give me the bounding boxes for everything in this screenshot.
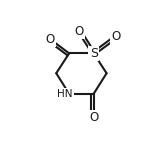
- Text: O: O: [89, 111, 98, 124]
- Text: O: O: [46, 33, 55, 46]
- Text: O: O: [75, 25, 84, 38]
- Text: O: O: [111, 30, 121, 43]
- Text: S: S: [90, 47, 98, 60]
- Text: HN: HN: [57, 89, 73, 99]
